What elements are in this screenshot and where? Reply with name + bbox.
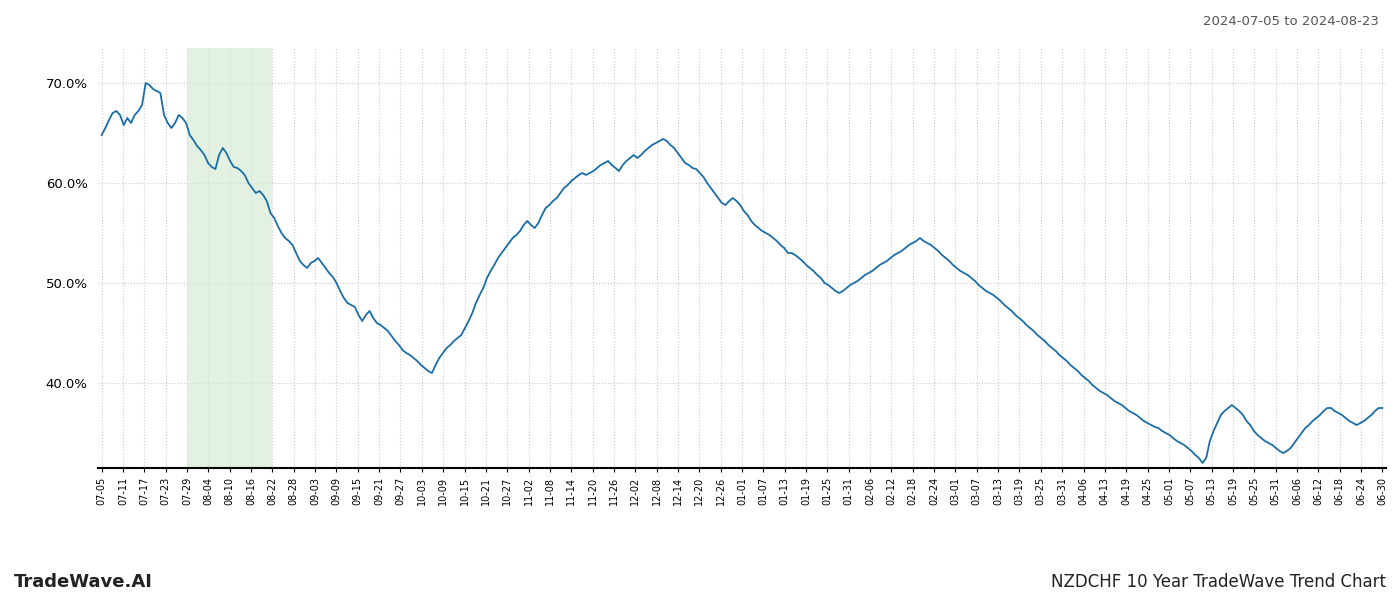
Text: TradeWave.AI: TradeWave.AI xyxy=(14,573,153,591)
Text: NZDCHF 10 Year TradeWave Trend Chart: NZDCHF 10 Year TradeWave Trend Chart xyxy=(1051,573,1386,591)
Bar xyxy=(188,48,273,468)
Text: 2024-07-05 to 2024-08-23: 2024-07-05 to 2024-08-23 xyxy=(1203,15,1379,28)
